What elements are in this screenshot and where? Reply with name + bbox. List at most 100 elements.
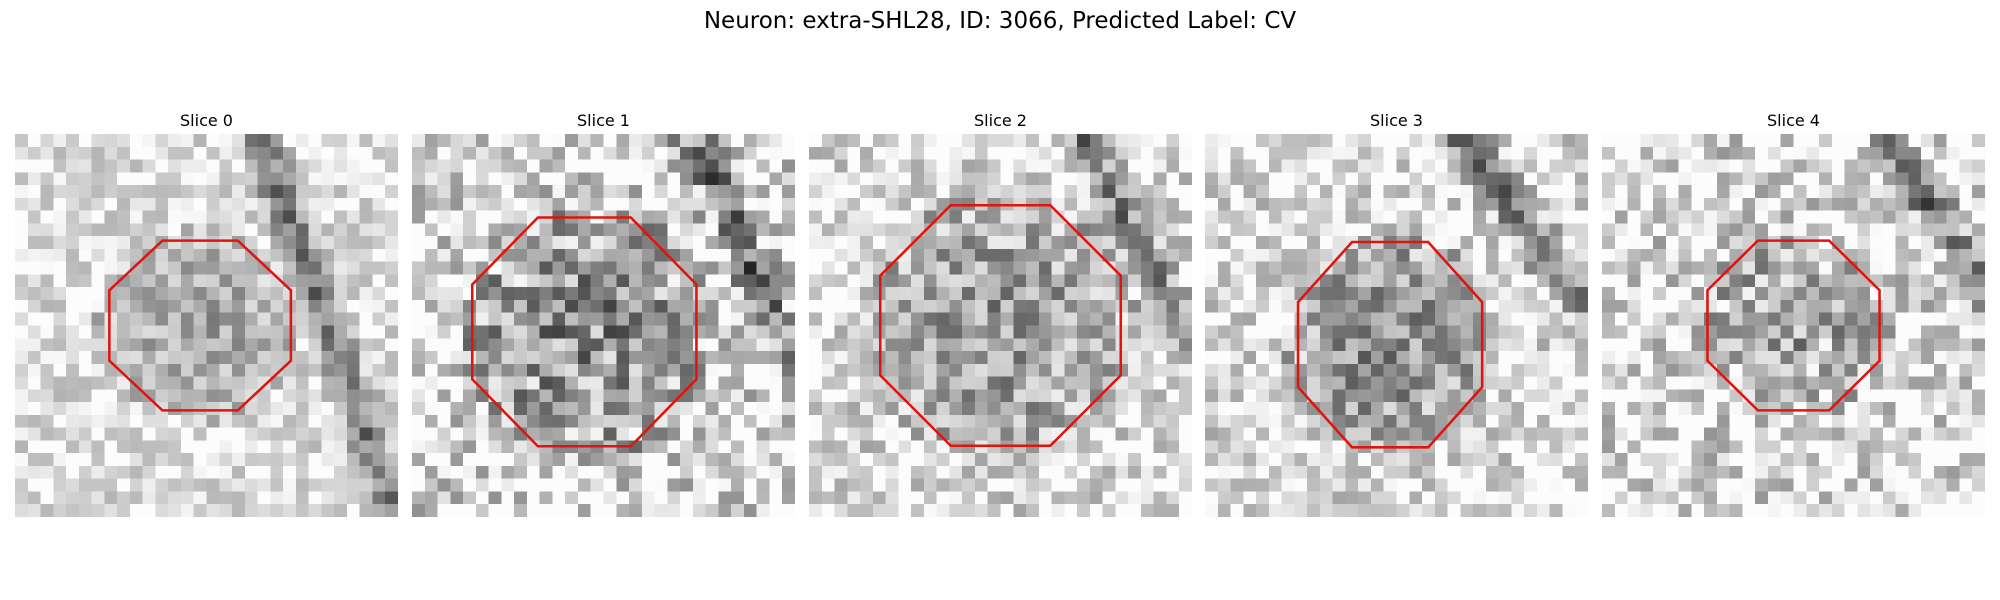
pixel — [1946, 414, 1960, 428]
pixel — [78, 491, 92, 505]
pixel — [193, 440, 207, 454]
pixel — [155, 325, 169, 339]
pixel — [450, 197, 464, 211]
pixel — [1946, 363, 1960, 377]
pixel — [1972, 146, 1985, 160]
pixel — [1819, 248, 1832, 262]
pixel — [1026, 402, 1039, 415]
pixel — [475, 312, 489, 326]
pixel — [359, 414, 373, 428]
pixel — [1819, 465, 1832, 479]
pixel — [1179, 172, 1192, 186]
pixel — [1473, 414, 1486, 428]
pixel — [104, 197, 118, 211]
pixel — [1013, 223, 1027, 237]
pixel — [1780, 172, 1794, 186]
pixel — [91, 440, 105, 454]
pixel — [308, 453, 322, 466]
pixel — [1908, 414, 1922, 428]
pixel — [1243, 146, 1257, 160]
pixel — [1882, 465, 1896, 479]
pixel — [501, 146, 515, 160]
pixel — [372, 389, 386, 403]
pixel — [1153, 223, 1167, 237]
pixel — [641, 389, 655, 403]
pixel — [1205, 389, 1218, 403]
pixel — [1959, 172, 1973, 186]
pixel — [1895, 363, 1909, 377]
pixel — [1959, 453, 1973, 466]
pixel — [1370, 134, 1384, 147]
pixel — [1678, 210, 1692, 224]
pixel — [359, 210, 373, 224]
pixel — [1729, 159, 1743, 173]
pixel — [180, 185, 194, 198]
pixel — [1115, 376, 1129, 390]
pixel — [565, 338, 578, 352]
pixel — [1691, 389, 1705, 403]
pixel — [847, 414, 861, 428]
pixel — [1422, 478, 1435, 492]
pixel — [424, 146, 438, 160]
pixel — [1882, 414, 1896, 428]
pixel — [923, 465, 937, 479]
pixel — [654, 146, 668, 160]
pixel — [78, 159, 92, 173]
pixel — [1434, 351, 1448, 364]
pixel — [885, 376, 899, 390]
pixel — [1640, 478, 1654, 492]
pixel — [731, 440, 744, 454]
pixel — [872, 134, 886, 147]
pixel — [769, 312, 783, 326]
pixel — [437, 248, 451, 262]
pixel — [577, 172, 591, 186]
pixel — [923, 351, 937, 364]
pixel — [1256, 389, 1269, 403]
pixel — [1422, 312, 1435, 326]
pixel — [1128, 376, 1141, 390]
pixel — [1908, 299, 1922, 313]
pixel — [1831, 223, 1845, 237]
pixel — [705, 491, 719, 505]
pixel — [1704, 312, 1717, 326]
pixel — [1409, 504, 1423, 517]
pixel — [385, 287, 398, 300]
pixel — [1742, 210, 1756, 224]
pixel — [1332, 146, 1346, 160]
pixel — [1217, 465, 1231, 479]
pixel — [1729, 414, 1743, 428]
pixel — [1524, 427, 1537, 441]
pixel — [1972, 363, 1985, 377]
pixel — [244, 287, 258, 300]
pixel — [641, 453, 655, 466]
pixel — [641, 159, 655, 173]
pixel — [834, 172, 848, 186]
pixel — [334, 389, 347, 403]
pixel — [1933, 402, 1947, 415]
pixel — [1946, 427, 1960, 441]
pixel — [974, 248, 988, 262]
pixel — [501, 159, 515, 173]
pixel — [1602, 210, 1615, 224]
pixel — [1422, 185, 1435, 198]
pixel — [667, 351, 681, 364]
pixel — [1217, 440, 1231, 454]
pixel — [1562, 491, 1576, 505]
pixel — [1485, 414, 1499, 428]
pixel — [949, 389, 963, 403]
pixel — [1230, 299, 1244, 313]
pixel — [1575, 274, 1588, 288]
pixel — [1704, 389, 1717, 403]
pixel — [680, 134, 693, 147]
pixel — [1946, 261, 1960, 275]
pixel — [1895, 351, 1909, 364]
pixel — [911, 465, 924, 479]
pixel — [1166, 338, 1180, 352]
pixel — [129, 440, 143, 454]
pixel — [1370, 223, 1384, 237]
pixel — [1447, 159, 1461, 173]
pixel — [372, 134, 386, 147]
pixel — [731, 146, 744, 160]
pixel — [1000, 223, 1014, 237]
pixel — [1230, 197, 1244, 211]
